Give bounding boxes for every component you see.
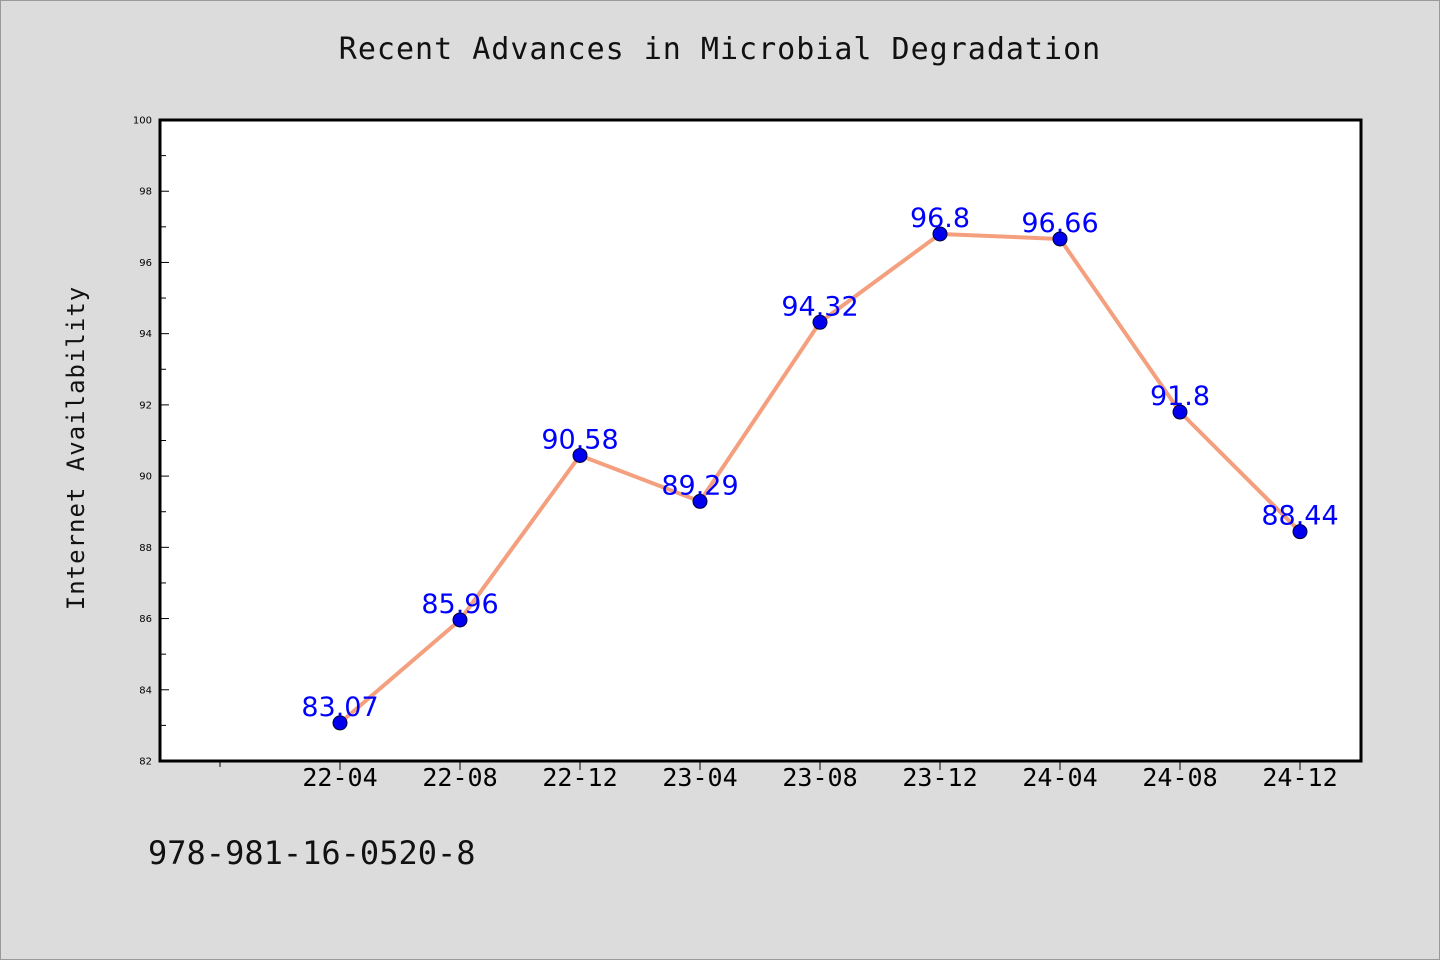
data-label: 94.32 [781, 291, 858, 322]
x-tick-label: 23-12 [902, 763, 977, 792]
y-tick-label: 82 [139, 757, 152, 768]
data-point [1052, 231, 1068, 247]
y-tick-label: 96 [139, 258, 152, 269]
x-tick-label: 23-04 [662, 763, 737, 792]
isbn-text: 978-981-16-0520-8 [148, 834, 476, 872]
data-label: 90.58 [541, 424, 618, 455]
data-point [572, 447, 588, 463]
x-tick-label: 23-08 [782, 763, 857, 792]
data-point [332, 715, 348, 731]
x-tick-label: 24-04 [1022, 763, 1097, 792]
y-tick-label: 100 [133, 116, 152, 127]
data-point [932, 226, 948, 242]
data-point [1292, 524, 1308, 540]
data-label: 89.29 [661, 470, 738, 501]
x-tick-label: 24-12 [1262, 763, 1337, 792]
chart-title: Recent Advances in Microbial Degradation [338, 32, 1102, 67]
data-point [452, 612, 468, 628]
data-point [1172, 404, 1188, 420]
data-label: 88.44 [1261, 501, 1338, 532]
y-tick-label: 94 [139, 329, 152, 340]
data-label: 83.07 [301, 692, 378, 723]
y-tick-label: 98 [139, 187, 152, 198]
y-tick-label: 90 [139, 472, 152, 483]
data-label: 85.96 [421, 589, 498, 620]
data-label: 96.66 [1021, 208, 1098, 239]
y-tick-label: 84 [139, 685, 152, 696]
y-tick-label: 92 [139, 400, 152, 411]
data-label: 91.8 [1150, 381, 1210, 412]
plot-area [160, 120, 1361, 761]
x-tick-label: 24-08 [1142, 763, 1217, 792]
data-label: 96.8 [910, 203, 970, 234]
data-point [812, 314, 828, 330]
data-point [692, 493, 708, 509]
y-tick-label: 86 [139, 614, 152, 625]
x-tick-label: 22-04 [302, 763, 377, 792]
x-tick-label: 22-12 [542, 763, 617, 792]
y-tick-label: 88 [139, 543, 152, 554]
x-tick-label: 22-08 [422, 763, 497, 792]
